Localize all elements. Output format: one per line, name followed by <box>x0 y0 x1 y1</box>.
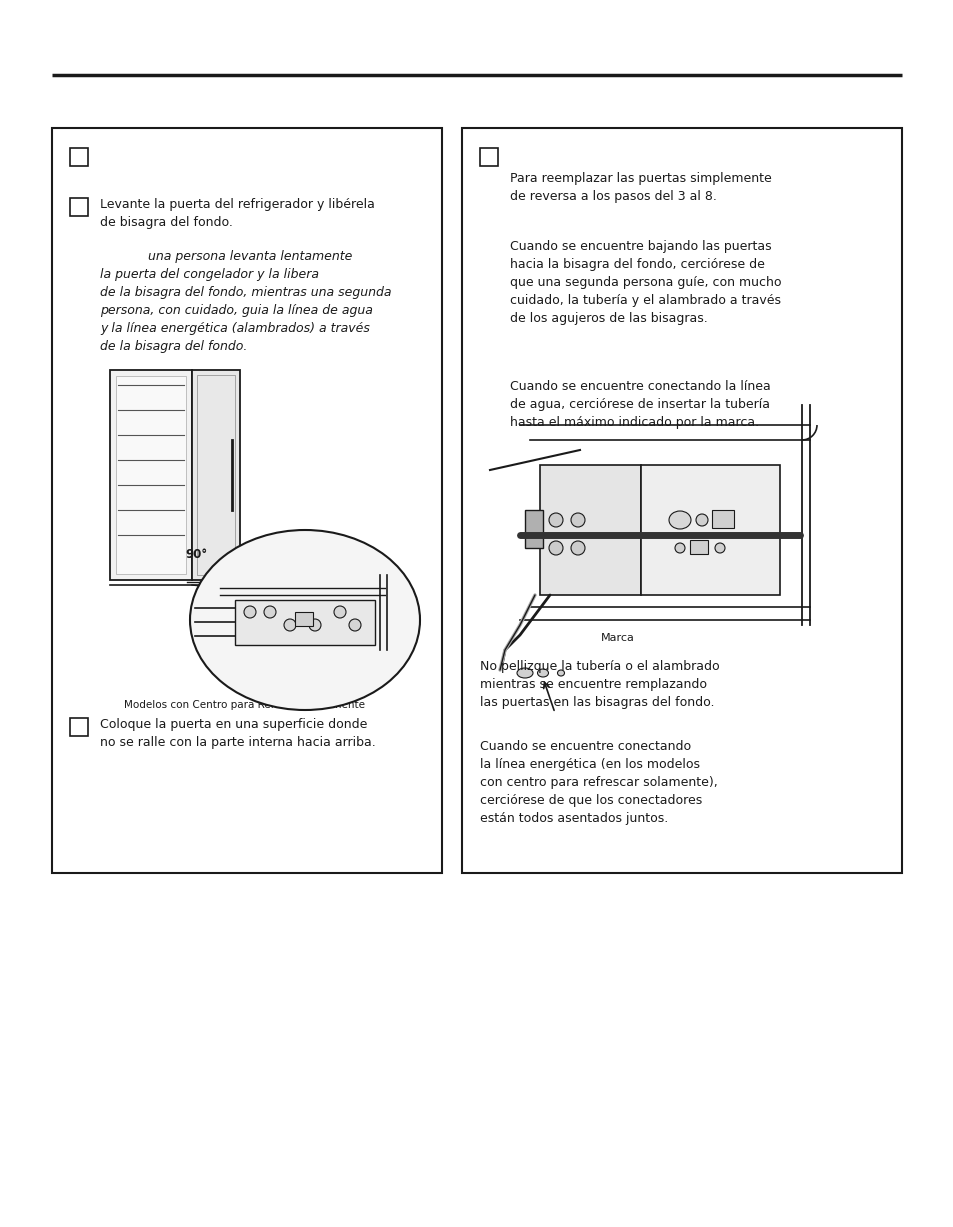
Bar <box>689 540 707 555</box>
Circle shape <box>548 513 562 528</box>
Circle shape <box>334 606 346 618</box>
Circle shape <box>284 618 295 631</box>
Bar <box>110 371 192 580</box>
Bar <box>116 375 186 574</box>
Ellipse shape <box>517 667 533 679</box>
Ellipse shape <box>537 669 548 677</box>
Circle shape <box>264 606 275 618</box>
Circle shape <box>696 514 707 526</box>
Text: Modelos con Centro para Refrescar solamente: Modelos con Centro para Refrescar solame… <box>125 699 365 710</box>
Bar <box>539 465 640 595</box>
Bar <box>196 375 234 575</box>
Circle shape <box>309 618 320 631</box>
Text: Levante la puerta del refrigerador y libérela
de bisagra del fondo.: Levante la puerta del refrigerador y lib… <box>100 198 375 229</box>
Text: No pellizque la tubería o el alambrado
mientras se encuentre remplazando
las pue: No pellizque la tubería o el alambrado m… <box>479 660 719 709</box>
Bar <box>70 148 88 166</box>
Bar <box>52 128 441 872</box>
Bar <box>711 510 733 528</box>
Circle shape <box>714 544 724 553</box>
Bar <box>70 198 88 216</box>
Bar <box>640 465 780 595</box>
Circle shape <box>349 618 360 631</box>
Ellipse shape <box>190 530 419 710</box>
Circle shape <box>675 544 684 553</box>
Text: Marca: Marca <box>600 633 635 643</box>
Text: Cuando se encuentre conectando
la línea energética (en los modelos
con centro pa: Cuando se encuentre conectando la línea … <box>479 740 717 825</box>
Circle shape <box>571 541 584 555</box>
Circle shape <box>571 513 584 528</box>
Bar <box>479 148 497 166</box>
Circle shape <box>548 541 562 555</box>
Circle shape <box>244 606 255 618</box>
Bar <box>234 600 375 645</box>
Bar <box>70 718 88 736</box>
Text: 90°: 90° <box>185 548 207 562</box>
Bar <box>524 510 542 548</box>
Bar <box>192 371 240 580</box>
Bar <box>294 612 313 626</box>
Text: Para reemplazar las puertas simplemente
de reversa a los pasos del 3 al 8.: Para reemplazar las puertas simplemente … <box>510 172 771 202</box>
Text: Cuando se encuentre conectando la línea
de agua, cerciórese de insertar la tuber: Cuando se encuentre conectando la línea … <box>510 380 770 429</box>
Ellipse shape <box>668 510 690 529</box>
Text: una persona levanta lentamente
la puerta del congelador y la libera
de la bisagr: una persona levanta lentamente la puerta… <box>100 250 391 353</box>
Bar <box>461 128 901 872</box>
Text: Coloque la puerta en una superficie donde
no se ralle con la parte interna hacia: Coloque la puerta en una superficie dond… <box>100 718 375 748</box>
Ellipse shape <box>557 670 564 676</box>
Text: Cuando se encuentre bajando las puertas
hacia la bisagra del fondo, cerciórese d: Cuando se encuentre bajando las puertas … <box>510 240 781 325</box>
